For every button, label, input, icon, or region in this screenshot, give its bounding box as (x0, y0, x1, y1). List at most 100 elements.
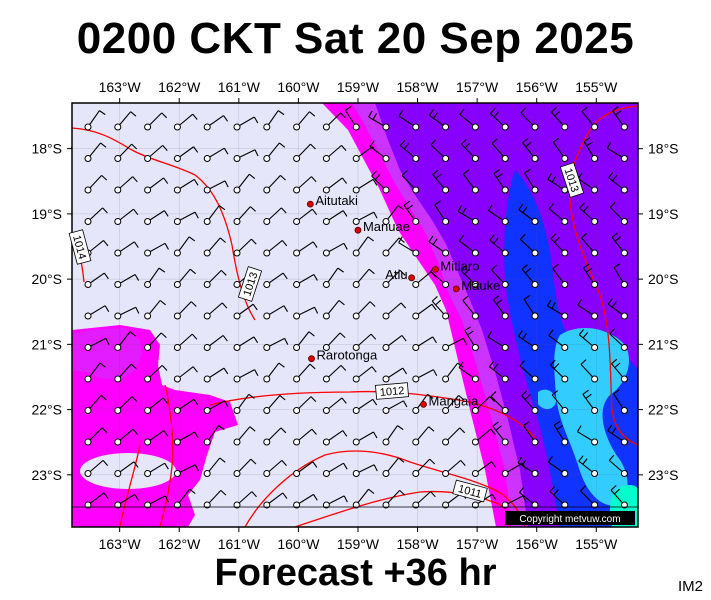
wind-barb (173, 488, 196, 509)
wind-barb (173, 113, 198, 131)
wind-barb (606, 141, 628, 162)
wind-barb (293, 396, 317, 414)
wind-barb (523, 421, 539, 446)
wind-barb (547, 299, 569, 320)
wind-barb (173, 211, 199, 225)
wind-barb (203, 367, 229, 383)
wind-barb (403, 200, 420, 225)
wind-barb (412, 369, 438, 383)
wind-barb (412, 491, 436, 509)
wind-barb (322, 397, 347, 414)
wind-barb (458, 361, 479, 383)
wind-barb (173, 464, 199, 477)
wind-barb (610, 485, 628, 509)
wind-barb (114, 306, 140, 320)
place-label-atiu: Atiu (385, 267, 407, 282)
wind-barb (550, 233, 569, 257)
place-marker-mauke (452, 285, 460, 293)
corner-label: IM2 (678, 578, 704, 595)
wind-barb (293, 143, 316, 162)
wind-barb (471, 428, 496, 446)
lon-label-bottom: 157°W (456, 536, 499, 552)
wind-barb (322, 332, 346, 351)
wind-barb (382, 205, 404, 225)
wind-barb (400, 139, 420, 162)
wind-barb (84, 459, 109, 477)
wind-barb (428, 109, 450, 131)
wind-barb (368, 110, 390, 131)
wind-barb (552, 263, 569, 288)
wind-barb (203, 237, 226, 257)
wind-barb (611, 358, 628, 383)
wind-barb (144, 144, 168, 162)
wind-barb (263, 110, 285, 131)
wind-barb (84, 394, 107, 414)
wind-barb (607, 298, 628, 320)
wind-barb (352, 398, 378, 414)
wind-barb (371, 170, 390, 194)
wind-barb (382, 425, 404, 446)
wind-barb (322, 300, 345, 320)
svg-text:1012: 1012 (379, 385, 404, 399)
wind-barb (501, 495, 527, 509)
wind-barb (458, 235, 479, 257)
wind-barb (547, 455, 569, 477)
wind-barb (412, 303, 437, 320)
lon-label-bottom: 160°W (277, 536, 320, 552)
wind-barb (293, 363, 316, 383)
wind-barb (233, 458, 257, 477)
wind-barb (464, 326, 479, 351)
wind-barb (382, 237, 405, 257)
wind-barb (84, 337, 110, 351)
wind-barb (582, 389, 599, 414)
place-marker-manuae (354, 226, 362, 234)
wind-barb (518, 203, 539, 225)
wind-barb (489, 360, 509, 383)
wind-barb (322, 112, 346, 131)
wind-barb (401, 170, 420, 194)
wind-barb (382, 457, 405, 477)
wind-barb (84, 174, 108, 194)
wind-barb (491, 138, 509, 162)
map-frame (71, 102, 639, 528)
wind-barbs (84, 105, 628, 509)
lon-label-bottom: 161°W (218, 536, 261, 552)
wind-barb (490, 391, 509, 414)
wind-barb (430, 139, 450, 162)
wind-barb (461, 138, 479, 162)
wind-barb (233, 426, 256, 446)
wind-shade-purple-spot (416, 132, 476, 171)
lon-label-top: 158°W (396, 79, 439, 95)
wind-barb (263, 142, 286, 162)
wind-barb (203, 400, 229, 414)
wind-barb (608, 171, 628, 194)
lon-label-bottom: 163°W (99, 536, 142, 552)
wind-barb (352, 301, 376, 320)
lat-label-right: 19°S (648, 206, 679, 222)
wind-barb (114, 176, 138, 194)
wind-barb (552, 137, 569, 162)
wind-barb (114, 461, 139, 477)
place-label-rarotonga: Rarotonga (317, 348, 378, 363)
wind-barb (462, 169, 479, 194)
wind-barb (144, 430, 169, 446)
wind-barb (471, 461, 497, 477)
wind-barb (489, 234, 509, 257)
wind-barb (471, 396, 496, 414)
wind-barb (233, 303, 258, 320)
wind-barb (233, 336, 259, 351)
wind-barb (114, 111, 137, 131)
wind-barb (522, 137, 539, 162)
wind-barb (114, 493, 139, 509)
wind-barb (233, 149, 259, 162)
wind-barb (382, 400, 408, 414)
copyright-box: Copyright metvuw.com (505, 511, 635, 525)
place-marker-mitiaro (432, 265, 439, 273)
wind-barb (84, 492, 109, 509)
wind-barb (489, 108, 509, 131)
wind-barb (233, 369, 259, 383)
wind-barb (293, 208, 318, 225)
wind-barb (203, 335, 228, 351)
wind-barb (173, 301, 197, 320)
